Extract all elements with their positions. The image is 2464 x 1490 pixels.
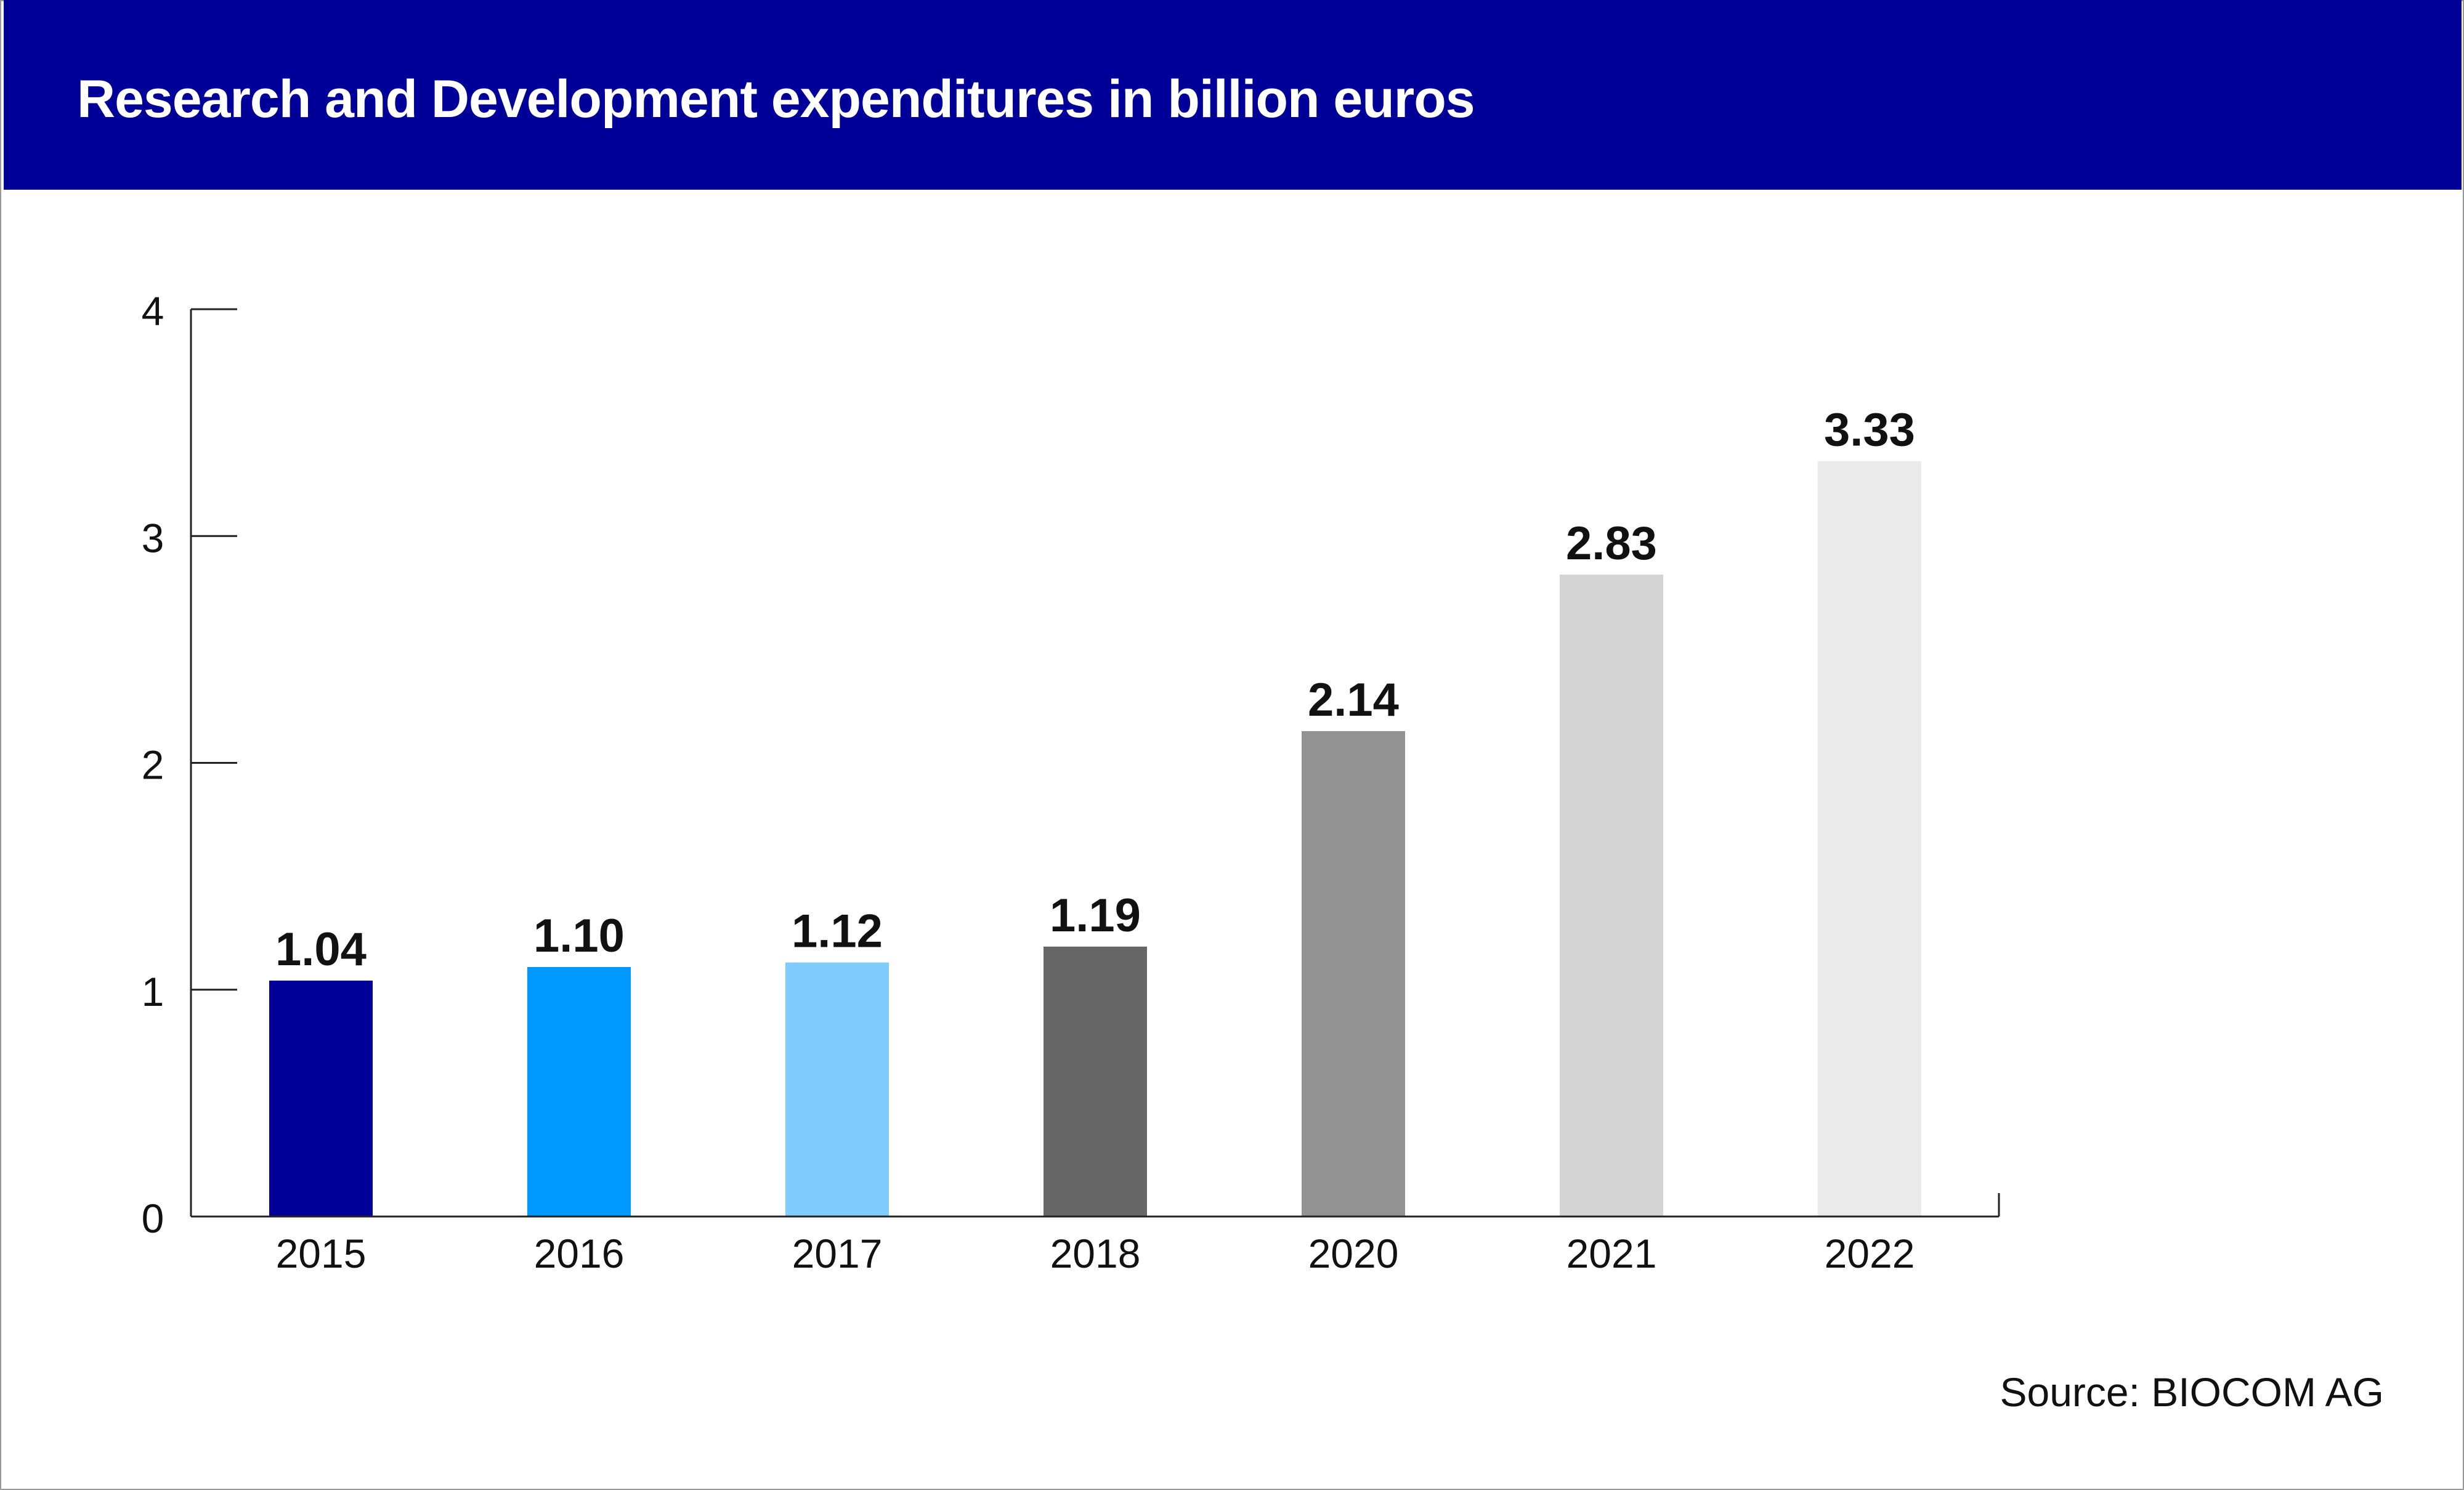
source-note: Source: BIOCOM AG [2000,1369,2384,1415]
y-tick-label-1: 1 [142,969,164,1014]
bar-2017 [785,962,889,1217]
x-tick-label-2016: 2016 [534,1231,625,1276]
value-label-2017: 1.12 [792,905,883,958]
bar-2021 [1560,574,1663,1217]
bars-group [269,461,1921,1217]
x-tick-label-2022: 2022 [1825,1231,1915,1276]
chart-header [4,0,2462,190]
x-tick-label-2015: 2015 [276,1231,367,1276]
y-tick-label-4: 4 [142,288,164,334]
axes-group: 0 1 2 3 4 [142,288,2000,1241]
value-label-2016: 1.10 [533,910,625,962]
value-label-2018: 1.19 [1050,889,1141,942]
bar-2016 [527,966,631,1217]
y-tick-label-2: 2 [142,742,164,788]
chart-title: Research and Development expenditures in… [77,70,1475,129]
y-tick-label-3: 3 [142,515,164,561]
x-tick-label-2018: 2018 [1050,1231,1141,1276]
value-label-2021: 2.83 [1566,517,1657,570]
bar-2020 [1302,731,1405,1217]
value-labels-group: 1.04 2015 1.10 2016 1.12 2017 1.19 2018 2.14 2020… [275,404,1915,1276]
y-tick-label-0: 0 [142,1196,164,1241]
bar-2018 [1044,946,1147,1217]
value-label-2022: 3.33 [1824,404,1915,456]
bar-2022 [1818,461,1921,1217]
value-label-2015: 1.04 [275,923,367,976]
bar-2015 [269,981,373,1217]
x-tick-label-2017: 2017 [792,1231,883,1276]
x-tick-label-2020: 2020 [1308,1231,1399,1276]
x-tick-label-2021: 2021 [1566,1231,1657,1276]
value-label-2020: 2.14 [1308,674,1399,726]
